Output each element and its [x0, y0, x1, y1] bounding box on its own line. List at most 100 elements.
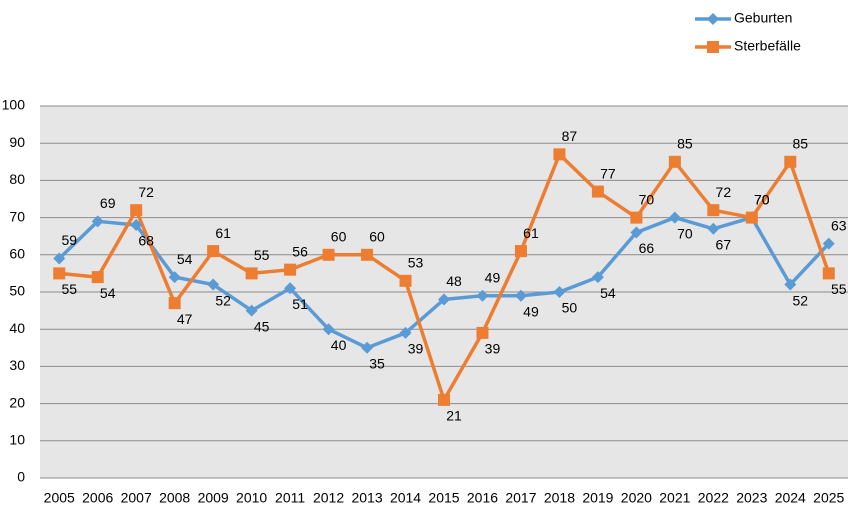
- data-label: 54: [177, 251, 193, 267]
- data-label: 66: [639, 240, 655, 256]
- data-label: 55: [61, 281, 77, 297]
- data-label: 60: [331, 229, 347, 245]
- data-label: 60: [369, 229, 385, 245]
- y-tick-label: 30: [9, 357, 25, 373]
- marker: [476, 326, 489, 339]
- marker: [361, 248, 374, 261]
- data-label: 72: [716, 184, 732, 200]
- data-label: 85: [677, 136, 693, 152]
- y-tick-label: 20: [9, 394, 25, 410]
- marker: [553, 148, 566, 161]
- y-tick-label: 40: [9, 320, 25, 336]
- data-label: 39: [485, 341, 501, 357]
- y-tick-label: 80: [9, 171, 25, 187]
- data-label: 59: [61, 232, 77, 248]
- x-tick-label: 2025: [813, 490, 844, 506]
- x-tick-label: 2007: [121, 490, 152, 506]
- data-label: 52: [792, 292, 808, 308]
- x-tick-label: 2019: [582, 490, 613, 506]
- marker: [322, 323, 335, 336]
- data-label: 87: [562, 128, 578, 144]
- data-label: 55: [831, 281, 847, 297]
- marker: [514, 289, 527, 302]
- data-label: 61: [215, 225, 231, 241]
- data-label: 54: [600, 285, 616, 301]
- marker: [438, 393, 450, 406]
- x-tick-label: 2023: [736, 490, 767, 506]
- marker: [53, 267, 66, 280]
- marker: [553, 286, 566, 298]
- x-tick-label: 2017: [505, 490, 536, 506]
- data-label: 39: [408, 341, 424, 357]
- data-label: 68: [138, 233, 154, 249]
- data-label: 56: [292, 243, 308, 259]
- marker: [399, 326, 412, 339]
- marker: [245, 304, 258, 317]
- legend-label: Sterbefälle: [734, 38, 801, 54]
- marker: [476, 289, 489, 302]
- marker: [707, 222, 720, 235]
- marker: [399, 274, 412, 287]
- x-tick-label: 2009: [198, 490, 229, 506]
- x-tick-label: 2022: [698, 490, 729, 506]
- x-tick-label: 2014: [390, 490, 421, 506]
- y-tick-label: 50: [9, 283, 25, 299]
- marker: [207, 278, 220, 291]
- data-label: 21: [446, 408, 462, 424]
- x-tick-label: 2021: [659, 490, 690, 506]
- data-label: 70: [754, 191, 770, 207]
- x-tick-label: 2010: [236, 490, 267, 506]
- marker: [707, 204, 720, 217]
- x-tick-label: 2020: [621, 490, 652, 506]
- data-label: 48: [446, 273, 462, 289]
- data-label: 49: [523, 303, 539, 319]
- marker: [284, 263, 297, 276]
- marker: [53, 252, 66, 265]
- y-tick-label: 70: [9, 208, 25, 224]
- marker: [361, 341, 374, 354]
- marker: [784, 155, 797, 168]
- data-label: 50: [562, 300, 578, 316]
- marker: [168, 271, 181, 284]
- marker: [822, 237, 835, 250]
- y-tick-label: 10: [9, 432, 25, 448]
- data-label: 69: [100, 195, 116, 211]
- legend-label: Geburten: [734, 10, 792, 26]
- x-tick-label: 2012: [313, 490, 344, 506]
- marker: [514, 245, 527, 258]
- marker: [745, 211, 758, 224]
- marker: [91, 271, 104, 284]
- x-tick-label: 2006: [82, 490, 113, 506]
- data-label: 70: [639, 191, 655, 207]
- x-tick-label: 2008: [159, 490, 190, 506]
- marker: [91, 215, 104, 228]
- marker: [130, 219, 143, 232]
- marker: [322, 248, 335, 261]
- y-tick-label: 90: [9, 134, 25, 150]
- marker: [822, 267, 835, 280]
- data-label: 45: [254, 318, 270, 334]
- marker: [591, 271, 604, 284]
- marker: [630, 226, 643, 239]
- x-tick-label: 2013: [351, 490, 382, 506]
- marker: [784, 278, 797, 291]
- data-label: 70: [754, 191, 770, 207]
- x-tick-label: 2024: [775, 490, 806, 506]
- data-label: 55: [254, 247, 270, 263]
- marker: [668, 155, 681, 168]
- data-label: 52: [215, 292, 231, 308]
- data-label: 54: [100, 285, 116, 301]
- marker: [284, 282, 297, 295]
- data-label: 51: [292, 296, 308, 312]
- data-label: 67: [716, 236, 732, 252]
- data-label: 47: [177, 311, 193, 327]
- marker: [668, 211, 681, 224]
- marker: [245, 267, 258, 280]
- data-label: 53: [408, 255, 424, 271]
- data-label: 85: [792, 136, 808, 152]
- data-label: 72: [138, 184, 154, 200]
- x-tick-label: 2011: [275, 490, 305, 506]
- data-label: 49: [485, 269, 501, 285]
- data-label: 63: [831, 217, 847, 233]
